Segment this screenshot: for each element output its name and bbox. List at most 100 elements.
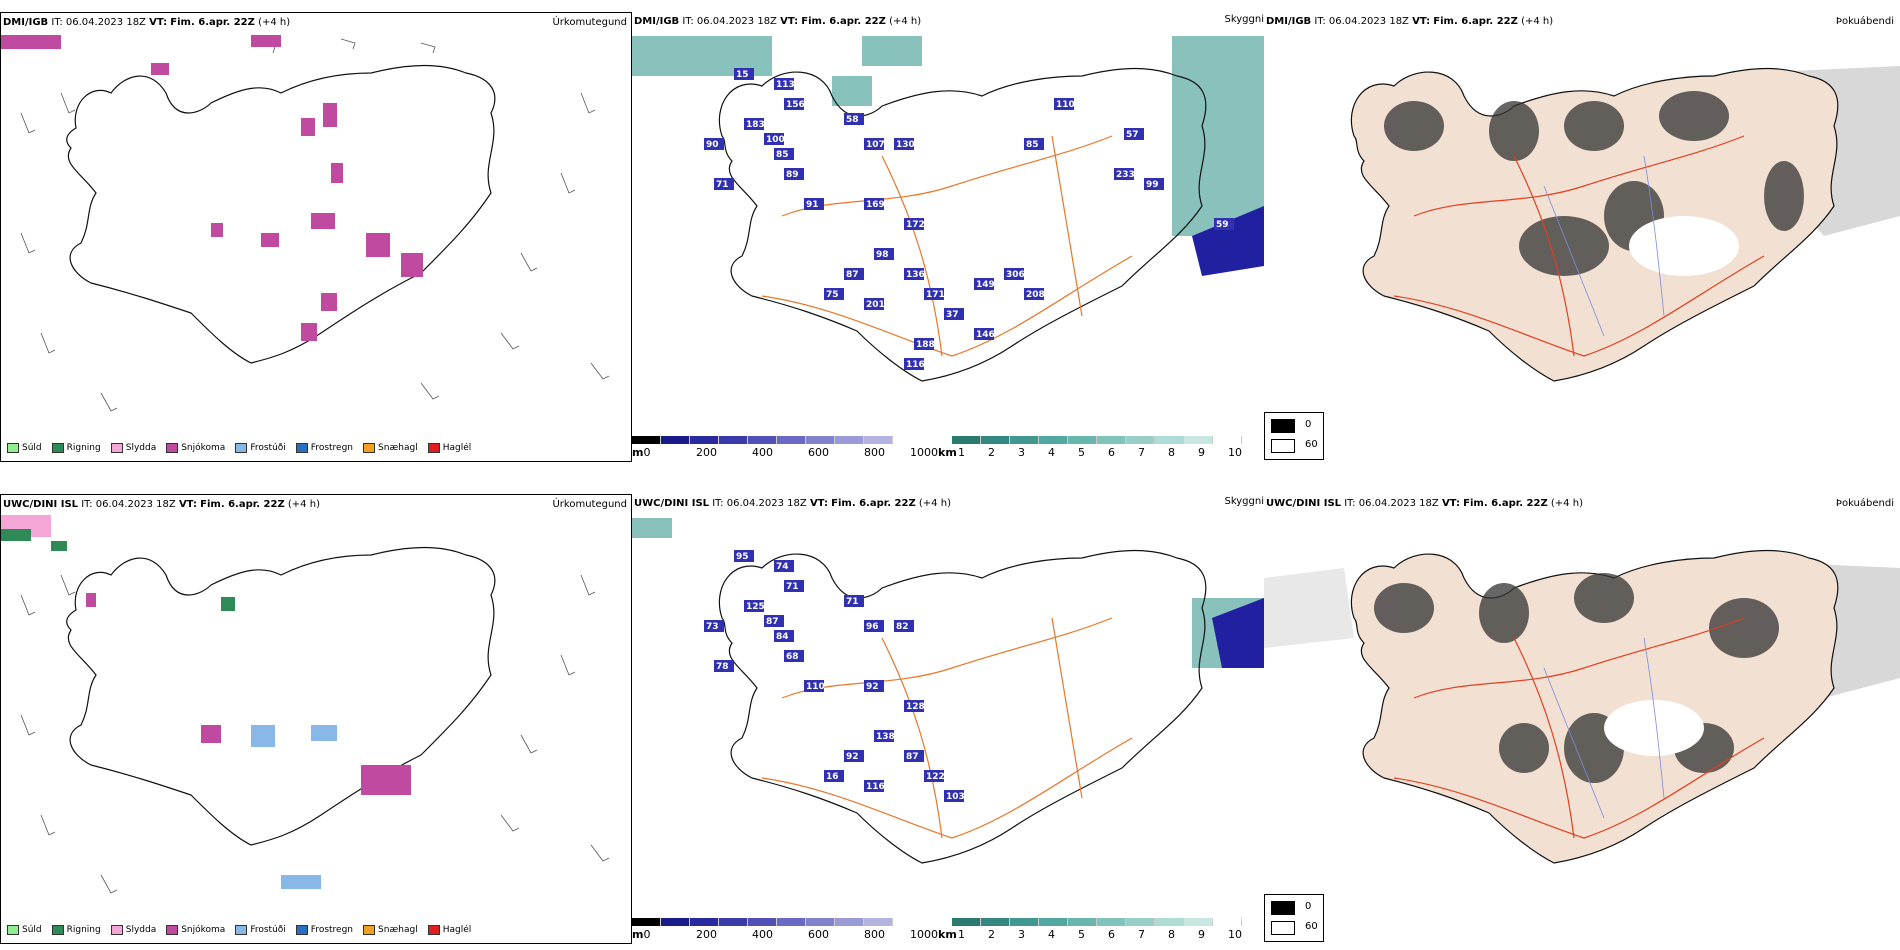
swatch-icon (7, 925, 19, 935)
precip-map (1, 515, 610, 894)
legend-item: Rigning (51, 925, 101, 935)
legend-item: Frostúði (235, 443, 286, 453)
visibility-label: 138 (876, 732, 895, 742)
low-cloud-areas (632, 36, 1264, 236)
precip-panel-bottom: UWC/DINI ISL IT: 06.04.2023 18Z VT: Fim.… (0, 494, 632, 944)
visibility-label: 91 (806, 200, 819, 210)
precip-map (1, 35, 610, 412)
wind-barbs (20, 574, 610, 894)
visibility-label: 92 (866, 682, 879, 692)
visibility-cell (784, 98, 804, 110)
swatch-icon (110, 925, 123, 935)
legend-item: Súld (7, 925, 42, 935)
fog-panel-bottom: UWC/DINI ISL IT: 06.04.2023 18Z VT: Fim.… (1264, 494, 1900, 944)
panel-header: UWC/DINI ISL IT: 06.04.2023 18Z VT: Fim.… (1266, 498, 1583, 509)
swatch-icon (166, 925, 179, 935)
legend-item: Snjókoma (166, 925, 225, 935)
fog-map (1264, 36, 1900, 436)
visibility-label: 233 (1116, 170, 1135, 180)
visibility-cell (774, 630, 794, 642)
visibility-cell (904, 700, 924, 712)
panel-header: UWC/DINI ISL IT: 06.04.2023 18Z VT: Fim.… (3, 499, 320, 510)
coastline (66, 546, 496, 846)
visibility-label: 85 (1026, 140, 1039, 150)
visibility-cell (974, 328, 994, 340)
visibility-panel-top: DMI/IGB IT: 06.04.2023 18Z VT: Fim. 6.ap… (632, 12, 1264, 462)
visibility-cell (1024, 288, 1044, 300)
visibility-cell (974, 278, 994, 290)
visibility-label: 103 (946, 792, 965, 802)
visibility-cell (1024, 138, 1044, 150)
visibility-label: 74 (776, 562, 789, 572)
panel-header: DMI/IGB IT: 06.04.2023 18Z VT: Fim. 6.ap… (634, 16, 922, 27)
colorbar-km-ticks: km 1 2 3 4 5 6 7 8 9 10 (938, 928, 1242, 941)
precip-panel-top: DMI/IGB IT: 06.04.2023 18Z VT: Fim. 6.ap… (0, 12, 632, 462)
visibility-label: 169 (866, 200, 885, 210)
visibility-label: 122 (926, 772, 945, 782)
colorbar-m (632, 436, 893, 444)
legend-item: Snæhagl (363, 925, 418, 935)
fog-map (1264, 518, 1900, 918)
visibility-label: 87 (766, 617, 779, 627)
swatch-icon (427, 443, 440, 453)
visibility-cell (864, 780, 884, 792)
visibility-label: 92 (846, 752, 859, 762)
visibility-cell (874, 730, 894, 742)
swatch-icon (166, 443, 179, 453)
visibility-cell (744, 118, 764, 130)
visibility-cell (894, 620, 914, 632)
visibility-cell (1114, 168, 1134, 180)
visibility-cell (864, 198, 884, 210)
fog-legend: 0 60 (1264, 412, 1324, 460)
visibility-label: 37 (946, 310, 959, 320)
visibility-label: 68 (786, 652, 799, 662)
visibility-cell (714, 660, 734, 672)
coastline (66, 64, 496, 364)
swatch-icon (295, 443, 308, 453)
visibility-label: 90 (706, 140, 719, 150)
snow-areas (1, 35, 423, 341)
visibility-label: 183 (746, 120, 765, 130)
swatch-icon (363, 443, 376, 453)
roads (761, 135, 1133, 357)
visibility-label: 110 (1056, 100, 1075, 110)
panel-title: Úrkomutegund (552, 499, 627, 510)
visibility-label: 87 (846, 270, 859, 280)
visibility-label: 58 (846, 115, 859, 125)
visibility-cell (784, 650, 804, 662)
visibility-label: 82 (896, 622, 909, 632)
panel-title: Skyggni (1224, 496, 1264, 507)
legend-item: Snjókoma (166, 443, 225, 453)
colorbar-km-ticks: km 1 2 3 4 5 6 7 8 9 10 (938, 446, 1242, 459)
fog-panel-top: DMI/IGB IT: 06.04.2023 18Z VT: Fim. 6.ap… (1264, 12, 1900, 462)
visibility-cell (924, 288, 944, 300)
visibility-label: 136 (906, 270, 925, 280)
swatch-icon (7, 443, 19, 453)
visibility-cell (944, 308, 964, 320)
visibility-cell (764, 133, 784, 145)
visibility-cell (764, 615, 784, 627)
visibility-cell (1144, 178, 1164, 190)
visibility-cell (844, 595, 864, 607)
roads (1393, 135, 1765, 357)
visibility-cell (704, 138, 724, 150)
precip-legend: Súld Rigning Slydda Snjókoma Frostúði Fr… (7, 925, 471, 935)
visibility-label: 116 (906, 360, 925, 370)
visibility-label: 172 (906, 220, 925, 230)
visibility-map: 15 113 156 183 90 100 85 89 71 91 58 107 130 169 172 98… (632, 36, 1264, 382)
visibility-cell (1214, 218, 1234, 230)
visibility-panel-bottom: UWC/DINI ISL IT: 06.04.2023 18Z VT: Fim.… (632, 494, 1264, 944)
visibility-cell (734, 68, 754, 80)
visibility-label: 71 (716, 180, 729, 190)
panel-title: Þokuábendi (1835, 16, 1894, 27)
visibility-cell (734, 550, 754, 562)
legend-item: Haglél (427, 443, 471, 453)
rivers (1543, 637, 1665, 819)
visibility-label: 89 (786, 170, 799, 180)
visibility-label: 71 (786, 582, 799, 592)
legend-item: Súld (7, 443, 42, 453)
swatch-icon (110, 443, 123, 453)
visibility-map: 95 74 71 125 73 87 84 68 78 110 71 96 82 92 128 138 92 16… (632, 518, 1264, 864)
visibility-cell (1054, 98, 1074, 110)
panel-title: Þokuábendi (1835, 498, 1894, 509)
